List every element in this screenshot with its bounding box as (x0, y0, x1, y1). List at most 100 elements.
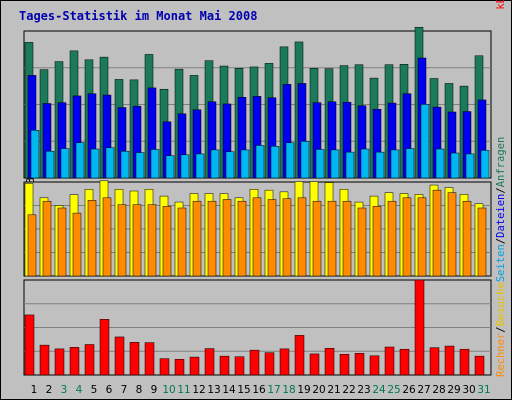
bar-hits-seiten-4 (75, 142, 85, 179)
x-tick-label-31: 31 (477, 384, 490, 396)
bar-hits-seiten-31 (480, 150, 490, 179)
bar-visits-rechner-2 (42, 200, 52, 277)
x-tick-label-21: 21 (327, 384, 340, 396)
x-tick-label-1: 1 (31, 384, 38, 396)
x-tick-label-13: 13 (207, 384, 220, 396)
bar-visits-rechner-14 (222, 199, 232, 277)
bar-hits-seiten-22 (345, 151, 355, 179)
bar-visits-rechner-25 (387, 200, 397, 277)
bar-visits-rechner-8 (132, 204, 142, 277)
x-tick-label-27: 27 (417, 384, 430, 396)
bar-kb-kb-17 (264, 352, 275, 376)
bar-hits-seiten-13 (210, 149, 220, 179)
x-tick-label-11: 11 (177, 384, 190, 396)
x-tick-label-12: 12 (192, 384, 205, 396)
bar-kb-kb-7 (114, 336, 125, 376)
bar-visits-rechner-11 (177, 207, 187, 277)
x-tick-label-16: 16 (252, 384, 266, 396)
bar-hits-seiten-28 (435, 148, 445, 179)
bar-visits-rechner-20 (312, 200, 322, 277)
bar-visits-rechner-5 (87, 200, 97, 277)
bar-kb-kb-31 (474, 355, 485, 376)
bar-visits-rechner-24 (372, 206, 382, 277)
bar-visits-rechner-22 (342, 200, 352, 277)
bar-hits-seiten-8 (135, 152, 145, 179)
bar-hits-seiten-16 (255, 145, 265, 179)
x-tick-label-3: 3 (61, 384, 68, 396)
bar-visits-rechner-27 (417, 197, 427, 277)
bar-kb-kb-1 (24, 314, 35, 376)
x-tick-label-26: 26 (402, 384, 416, 396)
bar-hits-seiten-12 (195, 153, 205, 179)
bar-visits-rechner-15 (237, 200, 247, 277)
x-tick-label-6: 6 (106, 384, 113, 396)
bar-kb-kb-4 (69, 347, 80, 376)
bar-hits-seiten-29 (450, 152, 460, 179)
bar-kb-kb-30 (459, 348, 470, 376)
x-tick-label-22: 22 (342, 384, 355, 396)
bar-visits-rechner-30 (462, 200, 472, 277)
x-tick-label-4: 4 (76, 384, 83, 396)
bar-kb-kb-10 (159, 358, 170, 376)
bar-visits-rechner-9 (147, 204, 157, 277)
x-tick-label-29: 29 (447, 384, 460, 396)
bar-kb-kb-28 (429, 347, 440, 376)
bar-visits-rechner-3 (57, 207, 67, 277)
bar-kb-kb-13 (204, 348, 215, 376)
x-tick-label-8: 8 (136, 384, 143, 396)
bar-hits-seiten-6 (105, 147, 115, 179)
bar-hits-seiten-27 (420, 104, 430, 179)
bar-kb-kb-26 (399, 348, 410, 376)
bar-hits-seiten-2 (45, 150, 55, 179)
bar-kb-kb-14 (219, 355, 230, 376)
bar-visits-rechner-28 (432, 189, 442, 277)
bar-hits-seiten-23 (360, 148, 370, 179)
bar-visits-rechner-16 (252, 197, 262, 277)
bar-kb-kb-29 (444, 345, 455, 376)
bar-kb-kb-20 (309, 353, 320, 376)
bar-visits-rechner-18 (282, 198, 292, 277)
bar-kb-kb-23 (354, 353, 365, 376)
bar-kb-kb-2 (39, 344, 50, 376)
bar-kb-kb-27 (414, 279, 425, 376)
bar-hits-seiten-17 (270, 146, 280, 179)
x-tick-label-30: 30 (462, 384, 475, 396)
bar-visits-rechner-12 (192, 200, 202, 277)
bar-hits-seiten-7 (120, 150, 130, 179)
bar-hits-seiten-10 (165, 155, 175, 179)
bar-kb-kb-21 (324, 348, 335, 376)
bar-visits-rechner-6 (102, 197, 112, 277)
bar-visits-rechner-26 (402, 197, 412, 277)
bar-kb-kb-6 (99, 319, 110, 376)
bar-hits-seiten-19 (300, 141, 310, 179)
bar-kb-kb-5 (84, 344, 95, 376)
bar-kb-kb-12 (189, 356, 200, 376)
x-tick-label-14: 14 (222, 384, 236, 396)
bar-kb-kb-16 (249, 349, 260, 376)
bar-visits-rechner-17 (267, 199, 277, 277)
x-tick-label-10: 10 (162, 384, 175, 396)
x-tick-label-20: 20 (312, 384, 325, 396)
bar-hits-seiten-9 (150, 149, 160, 179)
bar-kb-kb-24 (369, 355, 380, 376)
bar-kb-kb-25 (384, 346, 395, 376)
bar-visits-rechner-10 (162, 206, 172, 277)
bar-hits-seiten-1 (30, 130, 40, 179)
bar-visits-rechner-19 (297, 197, 307, 277)
bar-visits-rechner-13 (207, 200, 217, 277)
bar-hits-seiten-21 (330, 149, 340, 179)
bar-kb-kb-22 (339, 353, 350, 376)
bar-hits-seiten-3 (60, 148, 70, 179)
x-tick-label-19: 19 (297, 384, 310, 396)
x-tick-label-2: 2 (46, 384, 53, 396)
x-tick-label-15: 15 (237, 384, 250, 396)
bar-hits-seiten-30 (465, 153, 475, 179)
bar-hits-seiten-15 (240, 149, 250, 179)
bar-hits-seiten-25 (390, 149, 400, 179)
bar-visits-rechner-21 (327, 200, 337, 277)
bar-hits-seiten-11 (180, 154, 190, 179)
bar-hits-seiten-5 (90, 148, 100, 179)
x-tick-label-24: 24 (372, 384, 386, 396)
x-tick-label-28: 28 (432, 384, 445, 396)
